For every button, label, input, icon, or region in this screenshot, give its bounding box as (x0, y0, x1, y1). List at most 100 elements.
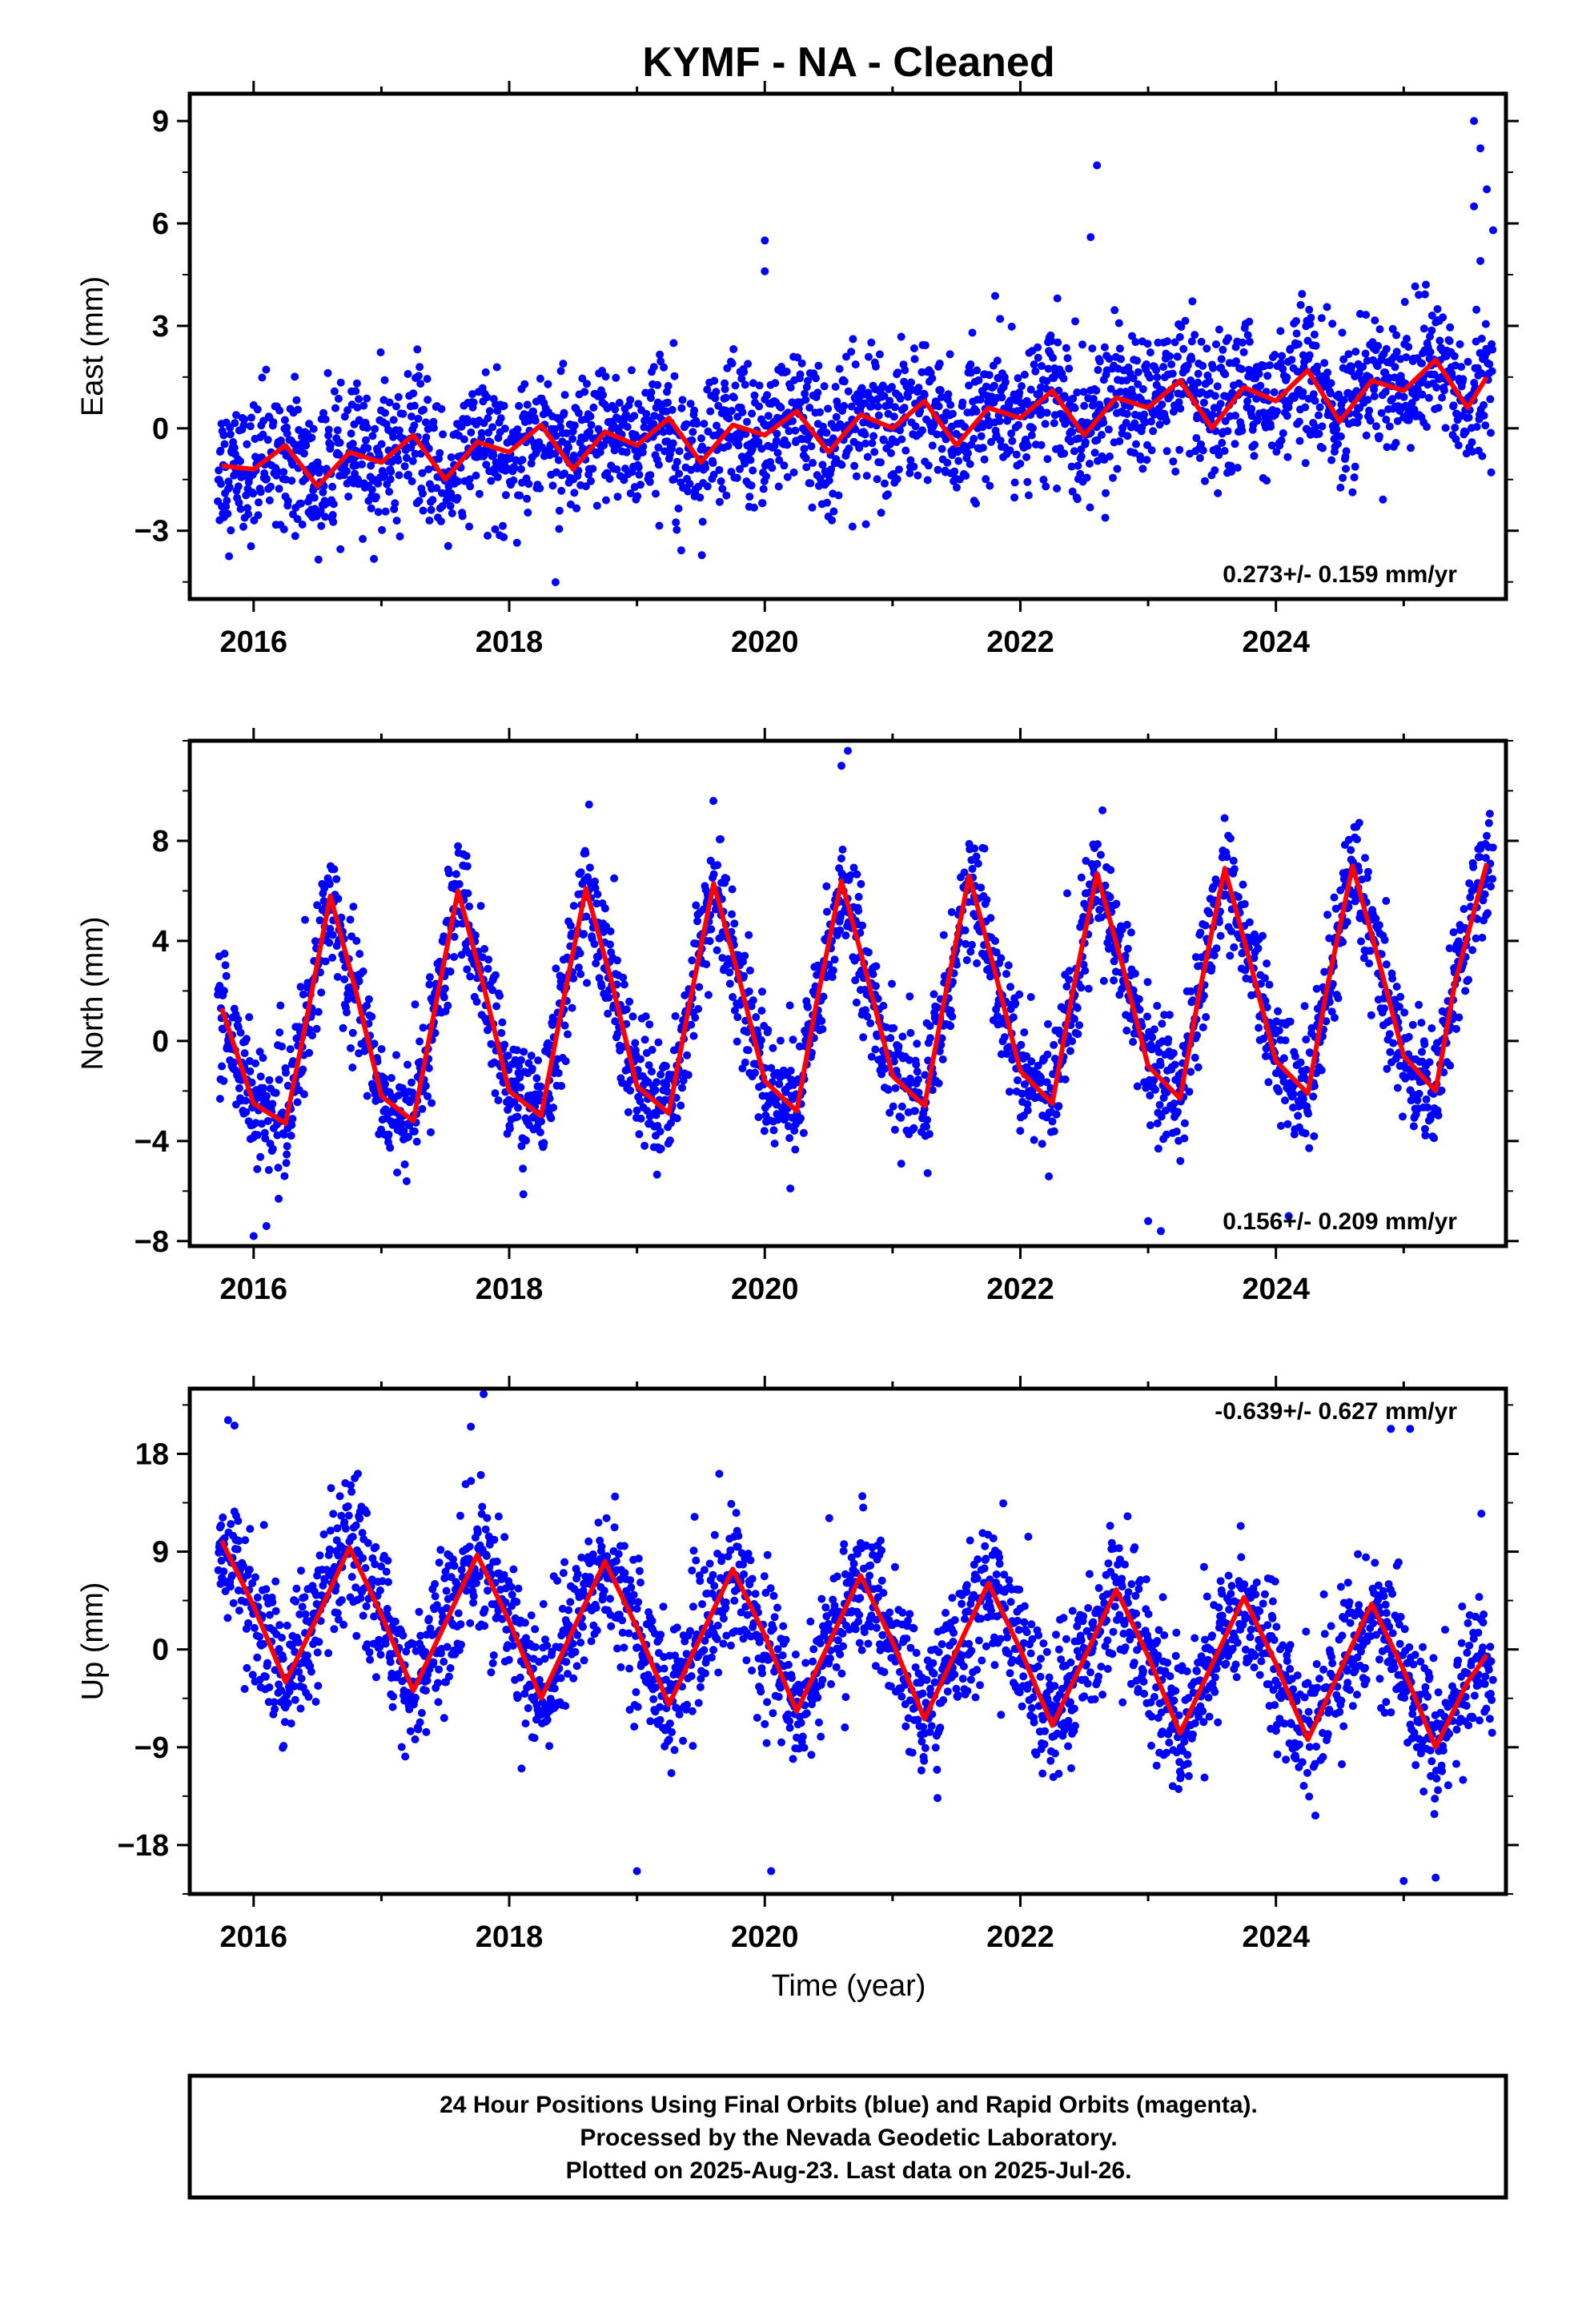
east-point (1053, 294, 1062, 303)
north-point (313, 901, 322, 910)
east-point (363, 424, 371, 432)
east-point (672, 518, 681, 527)
north-point (1186, 1068, 1195, 1076)
east-point (772, 436, 781, 445)
east-point (557, 486, 566, 495)
north-point (1312, 984, 1321, 993)
east-point (396, 532, 404, 541)
east-point (340, 412, 349, 421)
east-point (436, 448, 444, 457)
east-point (897, 332, 905, 341)
east-point (1133, 356, 1142, 365)
east-point (516, 464, 525, 473)
east-point (1418, 359, 1426, 368)
north-point (275, 1194, 283, 1203)
north-point (1210, 951, 1219, 959)
north-point (632, 1106, 641, 1115)
east-point (1305, 351, 1314, 360)
east-point (844, 387, 853, 396)
east-point (1006, 446, 1014, 455)
east-point (1030, 360, 1038, 369)
east-point (566, 500, 575, 509)
east-point (568, 435, 577, 443)
east-point (1147, 446, 1156, 455)
east-point (961, 423, 969, 431)
east-point (1022, 452, 1031, 461)
east-point (424, 465, 433, 474)
north-point (585, 863, 594, 872)
north-point (1317, 1066, 1326, 1075)
east-point (1060, 392, 1069, 400)
north-point (363, 1001, 371, 1010)
east-point (879, 436, 888, 444)
east-point (930, 420, 938, 429)
east-point (485, 407, 494, 416)
east-point (536, 484, 544, 493)
east-point (1067, 462, 1076, 471)
north-point (1093, 859, 1102, 868)
east-point (484, 531, 492, 540)
east-point (484, 414, 492, 423)
north-point (866, 1019, 875, 1027)
east-ytick-label: 3 (152, 310, 169, 344)
east-point (374, 508, 383, 517)
east-point (1276, 327, 1285, 336)
east-point (991, 292, 999, 300)
east-point (1277, 436, 1286, 444)
north-point (1407, 1072, 1416, 1081)
east-point (1134, 368, 1142, 376)
north-point (651, 1086, 660, 1095)
north-point (1301, 1129, 1310, 1138)
east-point (359, 401, 368, 410)
east-point (894, 465, 903, 474)
north-point (446, 967, 455, 976)
east-point (611, 405, 620, 414)
east-point (1419, 324, 1428, 333)
north-point (1070, 1015, 1078, 1023)
east-point (688, 436, 697, 444)
north-point (287, 1132, 295, 1140)
east-point (1411, 393, 1420, 402)
east-point (1339, 355, 1348, 364)
east-point (1266, 361, 1274, 370)
north-point (275, 1028, 284, 1037)
north-point (890, 1125, 899, 1134)
north-point (463, 862, 472, 870)
east-point (1020, 370, 1029, 379)
east-point (933, 430, 942, 439)
north-point (520, 1047, 528, 1056)
north-point (428, 1099, 436, 1108)
east-point (1263, 476, 1271, 485)
east-point (633, 492, 642, 501)
east-point (1071, 317, 1079, 326)
north-point (1330, 893, 1339, 902)
north-point (823, 907, 831, 916)
north-point (1300, 1002, 1309, 1011)
east-point (626, 396, 635, 404)
east-point (800, 444, 809, 453)
east-point (587, 420, 596, 429)
north-point (287, 1120, 296, 1129)
east-point (1306, 320, 1315, 328)
north-point (427, 1128, 435, 1136)
north-point (1422, 1095, 1431, 1104)
east-point (789, 416, 797, 425)
east-point (1435, 336, 1444, 345)
north-point (1162, 1130, 1170, 1139)
east-point (857, 384, 866, 392)
north-point (1112, 899, 1121, 908)
east-point (1001, 378, 1010, 387)
north-point (757, 1035, 765, 1044)
east-point (578, 374, 587, 383)
east-point (555, 506, 564, 515)
east-point (220, 440, 229, 448)
east-point (1068, 428, 1077, 436)
east-point (1468, 448, 1477, 456)
east-point (1122, 376, 1131, 384)
east-point (911, 422, 920, 431)
east-frame (187, 91, 1508, 601)
north-point (1052, 1110, 1061, 1119)
north-point (871, 982, 880, 991)
north-point (1153, 1119, 1162, 1128)
east-point (630, 412, 639, 420)
